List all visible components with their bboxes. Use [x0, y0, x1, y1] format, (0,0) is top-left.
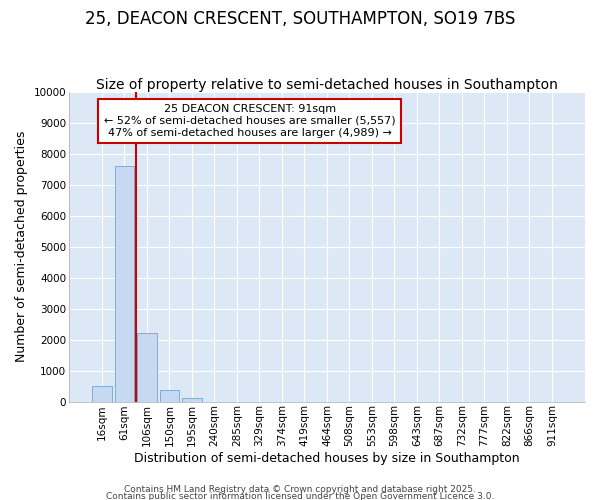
Title: Size of property relative to semi-detached houses in Southampton: Size of property relative to semi-detach…	[96, 78, 558, 92]
Text: 25 DEACON CRESCENT: 91sqm
← 52% of semi-detached houses are smaller (5,557)
47% : 25 DEACON CRESCENT: 91sqm ← 52% of semi-…	[104, 104, 395, 138]
Bar	[160, 390, 179, 402]
Bar	[115, 166, 134, 402]
X-axis label: Distribution of semi-detached houses by size in Southampton: Distribution of semi-detached houses by …	[134, 452, 520, 465]
Text: Contains HM Land Registry data © Crown copyright and database right 2025.: Contains HM Land Registry data © Crown c…	[124, 486, 476, 494]
Text: 25, DEACON CRESCENT, SOUTHAMPTON, SO19 7BS: 25, DEACON CRESCENT, SOUTHAMPTON, SO19 7…	[85, 10, 515, 28]
Bar	[92, 386, 112, 402]
Y-axis label: Number of semi-detached properties: Number of semi-detached properties	[15, 131, 28, 362]
Text: Contains public sector information licensed under the Open Government Licence 3.: Contains public sector information licen…	[106, 492, 494, 500]
Bar	[182, 398, 202, 402]
Bar	[137, 334, 157, 402]
